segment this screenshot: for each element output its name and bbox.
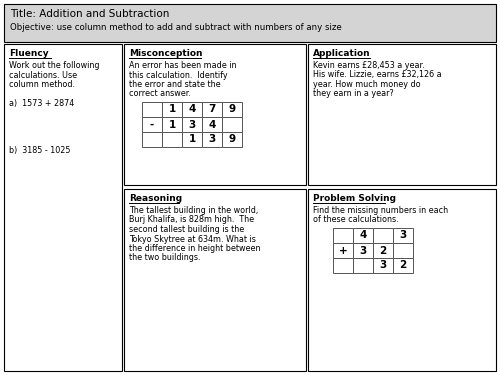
Bar [333, 258, 353, 273]
Text: Burj Khalifa, is 828m high.  The: Burj Khalifa, is 828m high. The [129, 216, 254, 225]
Text: 3: 3 [400, 231, 406, 240]
Text: Tokyo Skytree at 634m. What is: Tokyo Skytree at 634m. What is [129, 234, 256, 243]
Bar [162, 102, 182, 117]
Text: 2: 2 [380, 246, 386, 255]
Bar [393, 258, 413, 273]
Bar [373, 258, 393, 273]
Bar [124, 44, 306, 185]
Text: 3: 3 [360, 246, 366, 255]
Bar [353, 243, 373, 258]
Text: +: + [338, 246, 347, 255]
Bar [162, 132, 182, 147]
Text: 7: 7 [208, 105, 216, 114]
Text: 4: 4 [188, 105, 196, 114]
Bar [142, 132, 162, 147]
Bar [4, 44, 122, 371]
Bar [222, 117, 242, 132]
Bar [222, 102, 242, 117]
Text: Misconception: Misconception [129, 49, 202, 58]
Text: 3: 3 [208, 135, 216, 144]
Text: Application: Application [313, 49, 370, 58]
Text: correct answer.: correct answer. [129, 90, 191, 99]
Text: Objective: use column method to add and subtract with numbers of any size: Objective: use column method to add and … [10, 23, 342, 32]
Text: The tallest building in the world,: The tallest building in the world, [129, 206, 258, 215]
Text: 2: 2 [400, 261, 406, 270]
Text: second tallest building is the: second tallest building is the [129, 225, 244, 234]
Text: Reasoning: Reasoning [129, 194, 182, 203]
Bar [393, 243, 413, 258]
Bar [373, 228, 393, 243]
Bar [333, 243, 353, 258]
Text: 1: 1 [168, 120, 175, 129]
Text: -: - [150, 120, 154, 129]
Text: calculations. Use: calculations. Use [9, 70, 77, 80]
Text: 9: 9 [228, 135, 235, 144]
Bar [308, 44, 496, 185]
Text: Title: Addition and Subtraction: Title: Addition and Subtraction [10, 9, 170, 19]
Text: the error and state the: the error and state the [129, 80, 220, 89]
Bar [202, 117, 222, 132]
Bar [162, 117, 182, 132]
Bar [142, 117, 162, 132]
Bar [373, 243, 393, 258]
Text: the difference in height between: the difference in height between [129, 244, 260, 253]
Bar [124, 189, 306, 371]
Text: Problem Solving: Problem Solving [313, 194, 396, 203]
Text: 4: 4 [208, 120, 216, 129]
Text: 3: 3 [380, 261, 386, 270]
Bar [142, 102, 162, 117]
Text: year. How much money do: year. How much money do [313, 80, 420, 89]
Text: Work out the following: Work out the following [9, 61, 100, 70]
Bar [182, 102, 202, 117]
Text: 1: 1 [188, 135, 196, 144]
Text: the two buildings.: the two buildings. [129, 254, 200, 262]
Bar [222, 132, 242, 147]
Text: 9: 9 [228, 105, 235, 114]
Text: 3: 3 [188, 120, 196, 129]
Bar [353, 258, 373, 273]
Bar [353, 228, 373, 243]
Bar [393, 228, 413, 243]
Text: His wife. Lizzie, earns £32,126 a: His wife. Lizzie, earns £32,126 a [313, 70, 442, 80]
Bar [4, 4, 496, 42]
Bar [308, 189, 496, 371]
Text: they earn in a year?: they earn in a year? [313, 90, 394, 99]
Text: 1: 1 [168, 105, 175, 114]
Text: a)  1573 + 2874: a) 1573 + 2874 [9, 99, 74, 108]
Text: column method.: column method. [9, 80, 75, 89]
Text: b)  3185 - 1025: b) 3185 - 1025 [9, 147, 70, 156]
Bar [182, 132, 202, 147]
Text: of these calculations.: of these calculations. [313, 216, 398, 225]
Text: 4: 4 [360, 231, 366, 240]
Bar [333, 228, 353, 243]
Text: An error has been made in: An error has been made in [129, 61, 236, 70]
Bar [202, 132, 222, 147]
Text: Find the missing numbers in each: Find the missing numbers in each [313, 206, 448, 215]
Bar [202, 102, 222, 117]
Bar [182, 117, 202, 132]
Text: Kevin earns £28,453 a year.: Kevin earns £28,453 a year. [313, 61, 424, 70]
Text: Fluency: Fluency [9, 49, 48, 58]
Text: this calculation.  Identify: this calculation. Identify [129, 70, 228, 80]
